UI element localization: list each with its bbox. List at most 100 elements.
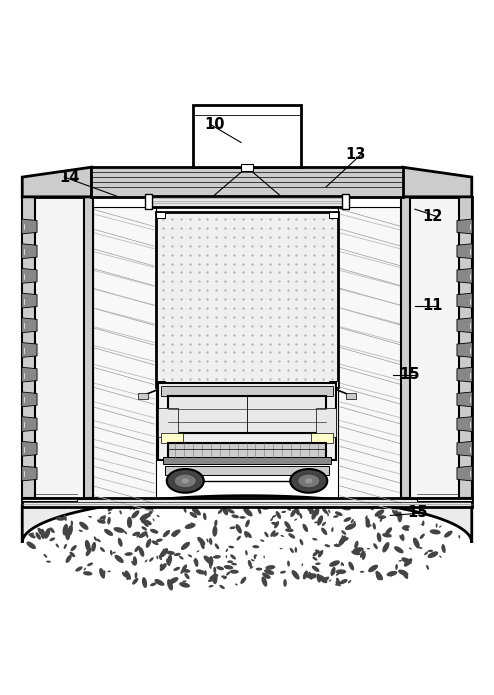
Ellipse shape (196, 569, 206, 575)
Ellipse shape (160, 564, 163, 568)
Bar (161, 433, 183, 443)
Ellipse shape (309, 505, 313, 514)
Ellipse shape (263, 555, 265, 559)
Ellipse shape (430, 530, 441, 534)
Ellipse shape (281, 535, 284, 537)
Ellipse shape (367, 548, 370, 550)
Ellipse shape (338, 536, 346, 546)
Ellipse shape (370, 508, 374, 510)
Ellipse shape (166, 469, 204, 493)
Ellipse shape (141, 519, 152, 525)
Ellipse shape (87, 562, 93, 566)
Ellipse shape (146, 539, 151, 548)
Ellipse shape (341, 562, 344, 566)
Ellipse shape (85, 548, 92, 556)
Ellipse shape (308, 572, 313, 580)
Polygon shape (457, 244, 472, 259)
Ellipse shape (336, 578, 340, 584)
Polygon shape (22, 244, 37, 259)
Ellipse shape (166, 550, 175, 555)
Ellipse shape (335, 581, 341, 587)
Ellipse shape (372, 523, 376, 530)
Ellipse shape (399, 535, 403, 540)
Ellipse shape (144, 523, 148, 527)
Ellipse shape (251, 559, 254, 562)
Ellipse shape (262, 573, 269, 579)
Ellipse shape (397, 512, 402, 523)
Ellipse shape (254, 554, 256, 559)
Polygon shape (22, 367, 37, 382)
Ellipse shape (163, 530, 170, 537)
Ellipse shape (322, 522, 326, 526)
Ellipse shape (394, 546, 404, 553)
Ellipse shape (208, 585, 213, 587)
Bar (84, 197, 93, 498)
Ellipse shape (345, 523, 356, 530)
Ellipse shape (322, 577, 329, 582)
Ellipse shape (301, 564, 303, 566)
Ellipse shape (299, 539, 303, 546)
Ellipse shape (114, 527, 124, 533)
Ellipse shape (213, 566, 216, 573)
Polygon shape (22, 268, 37, 284)
Ellipse shape (181, 478, 189, 483)
Ellipse shape (333, 571, 335, 574)
Ellipse shape (402, 527, 409, 531)
Ellipse shape (219, 584, 225, 589)
Ellipse shape (264, 569, 274, 575)
Ellipse shape (380, 518, 383, 522)
Ellipse shape (145, 559, 148, 562)
Ellipse shape (147, 515, 151, 517)
Ellipse shape (209, 538, 212, 545)
Text: 14: 14 (59, 170, 80, 185)
Ellipse shape (433, 551, 437, 555)
Ellipse shape (204, 570, 207, 576)
Ellipse shape (297, 474, 320, 488)
Ellipse shape (377, 532, 381, 542)
Ellipse shape (315, 550, 320, 553)
Ellipse shape (335, 582, 341, 586)
Ellipse shape (285, 505, 291, 511)
Ellipse shape (336, 543, 337, 546)
Ellipse shape (188, 555, 192, 557)
Ellipse shape (134, 572, 137, 578)
Ellipse shape (183, 507, 187, 513)
Polygon shape (22, 167, 91, 197)
Ellipse shape (458, 535, 460, 539)
Ellipse shape (288, 533, 295, 539)
Polygon shape (22, 293, 37, 308)
Ellipse shape (265, 565, 275, 570)
Ellipse shape (174, 474, 197, 488)
Ellipse shape (127, 516, 132, 528)
Ellipse shape (302, 524, 308, 532)
Polygon shape (22, 441, 37, 456)
Polygon shape (338, 206, 401, 498)
Ellipse shape (212, 573, 217, 584)
Ellipse shape (167, 555, 172, 565)
Ellipse shape (152, 541, 159, 545)
Ellipse shape (99, 568, 105, 579)
Ellipse shape (231, 563, 237, 566)
Ellipse shape (303, 571, 308, 580)
Ellipse shape (311, 510, 317, 520)
Ellipse shape (66, 555, 72, 563)
Ellipse shape (444, 530, 453, 538)
Bar (168, 443, 326, 459)
Ellipse shape (312, 538, 317, 541)
Ellipse shape (373, 543, 378, 549)
Polygon shape (457, 293, 472, 308)
Ellipse shape (103, 517, 105, 521)
Ellipse shape (413, 537, 420, 548)
Ellipse shape (344, 517, 351, 522)
Polygon shape (457, 318, 472, 333)
Bar (158, 408, 178, 437)
Ellipse shape (294, 518, 297, 521)
Ellipse shape (184, 573, 190, 579)
Ellipse shape (79, 522, 88, 530)
Ellipse shape (399, 560, 402, 562)
Ellipse shape (245, 531, 252, 538)
Ellipse shape (173, 532, 178, 537)
Ellipse shape (203, 513, 206, 520)
Ellipse shape (214, 520, 217, 527)
Ellipse shape (197, 550, 200, 553)
